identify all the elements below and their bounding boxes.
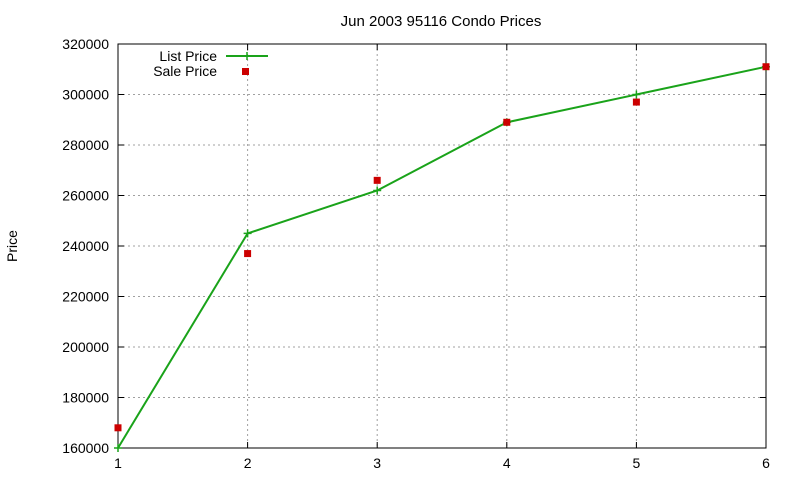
chart-title: Jun 2003 95116 Condo Prices <box>341 13 542 30</box>
data-point-list-price <box>114 444 122 452</box>
data-point-sale-price <box>114 424 122 432</box>
data-point-sale-price <box>244 250 252 258</box>
x-tick-label: 3 <box>373 455 381 471</box>
legend: List Price Sale Price <box>153 48 268 79</box>
data-point-list-price <box>632 90 641 99</box>
legend-label-sale-price: Sale Price <box>153 63 217 79</box>
y-tick-label: 280000 <box>62 137 109 153</box>
x-tick-label: 5 <box>633 455 641 471</box>
legend-marker-list-price <box>243 52 251 60</box>
legend-label-list-price: List Price <box>159 48 217 64</box>
data-point-sale-price <box>632 98 640 106</box>
axis-ticks: 160000 180000 200000 220000 240000 260000 2800… <box>62 36 770 471</box>
y-tick-label: 180000 <box>62 390 109 406</box>
y-tick-label: 220000 <box>62 289 109 305</box>
series-line-list-price <box>117 65 767 449</box>
data-point-list-price <box>373 186 382 195</box>
data-point-list-price <box>243 229 252 238</box>
series-layer <box>114 62 770 452</box>
y-axis-label: Price <box>4 230 20 262</box>
data-point-sale-price <box>762 63 770 71</box>
data-point-sale-price <box>373 176 381 184</box>
y-tick-label: 320000 <box>62 36 109 52</box>
y-tick-label: 160000 <box>62 440 109 456</box>
x-tick-label: 1 <box>114 455 122 471</box>
y-tick-label: 260000 <box>62 188 109 204</box>
y-tick-label: 200000 <box>62 339 109 355</box>
y-tick-label: 300000 <box>62 87 109 103</box>
x-tick-label: 2 <box>244 455 252 471</box>
x-tick-label: 4 <box>503 455 511 471</box>
grid <box>118 44 766 448</box>
data-point-sale-price <box>503 118 511 126</box>
legend-marker-sale-price <box>242 68 249 75</box>
x-tick-label: 6 <box>762 455 770 471</box>
y-tick-label: 240000 <box>62 238 109 254</box>
